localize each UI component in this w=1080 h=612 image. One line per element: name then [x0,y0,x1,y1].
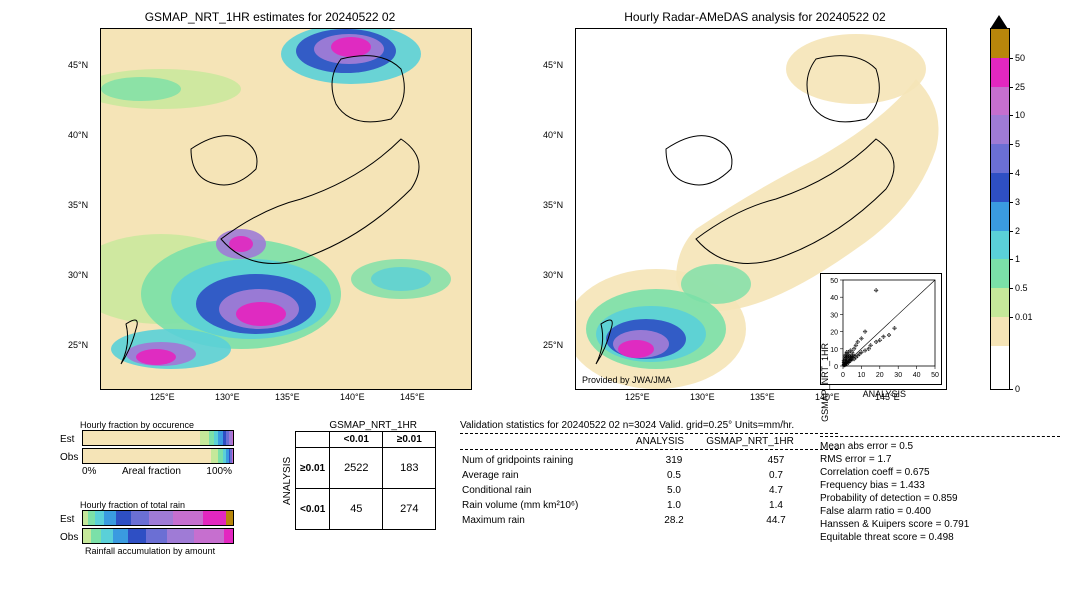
ct-cell-11: 274 [383,489,436,530]
tr-obs-label: Obs [60,532,82,543]
left-map-svg [101,29,471,389]
right-map: Provided by JWA/JMA 00 10 10 20 20 30 30 40 40 50… [575,28,947,390]
contingency-table: <0.01 ≥0.01 ≥0.01 2522 183 <0.01 45 274 [295,431,436,530]
occ-est-label: Est [60,434,82,445]
ct-cell-01: 183 [383,448,436,489]
validation-rows: Num of gridpoints raining319457Average r… [460,452,838,529]
occ-xtitle: Areal fraction [122,466,181,477]
validation-block: Validation statistics for 20240522 02 n=… [460,420,838,529]
left-map [100,28,472,390]
val-col1: ANALYSIS [620,436,700,447]
svg-text:0: 0 [841,372,845,379]
occurrence-chart: Hourly fraction by occurence Est Obs 0% … [60,420,234,477]
ct-cell-00: 2522 [330,448,383,489]
scatter-inset: 00 10 10 20 20 30 30 40 40 50 50 [820,273,942,385]
svg-text:40: 40 [830,295,838,302]
occurrence-title: Hourly fraction by occurence [80,420,254,430]
total-rain-title: Hourly fraction of total rain [80,500,254,510]
ct-cell-10: 45 [330,489,383,530]
ct-col0: <0.01 [330,432,383,448]
occ-obs-label: Obs [60,452,82,463]
validation-metrics: Mean abs error = 0.5RMS error = 1.7Corre… [820,436,1060,545]
tr-est-label: Est [60,514,82,525]
scatter-ylabel: GSMAP_NRT_1HR [820,343,830,422]
ct-row1: <0.01 [296,489,330,530]
occ-obs-bar [82,448,234,464]
ct-row-header: ANALYSIS [280,431,295,530]
occ-xleft: 0% [82,466,96,477]
right-map-title: Hourly Radar-AMeDAS analysis for 2024052… [555,10,955,24]
svg-text:50: 50 [931,372,939,379]
left-map-title: GSMAP_NRT_1HR estimates for 20240522 02 [70,10,470,24]
svg-text:20: 20 [876,372,884,379]
tr-est-bar [82,510,234,526]
occ-est-bar [82,430,234,446]
colorbar: 502510543210.50.010 [990,28,1010,390]
tr-obs-bar [82,528,234,544]
scatter-plot: 00 10 10 20 20 30 30 40 40 50 50 [821,274,941,384]
svg-text:30: 30 [894,372,902,379]
val-col2: GSMAP_NRT_1HR [700,436,800,447]
contingency-block: GSMAP_NRT_1HR ANALYSIS <0.01 ≥0.01 ≥0.01… [280,420,436,530]
svg-text:0: 0 [834,364,838,371]
svg-text:20: 20 [830,330,838,337]
ct-row0: ≥0.01 [296,448,330,489]
total-rain-footer: Rainfall accumulation by amount [85,546,259,556]
total-rain-chart: Hourly fraction of total rain Est Obs Ra… [60,500,234,556]
svg-text:10: 10 [858,372,866,379]
svg-text:40: 40 [913,372,921,379]
ct-col-header: GSMAP_NRT_1HR [310,420,436,431]
svg-text:50: 50 [830,278,838,285]
ct-col1: ≥0.01 [383,432,436,448]
occ-xright: 100% [206,466,232,477]
map-attribution: Provided by JWA/JMA [582,375,671,385]
svg-text:30: 30 [830,312,838,319]
svg-text:10: 10 [830,347,838,354]
validation-header: Validation statistics for 20240522 02 n=… [460,420,838,431]
